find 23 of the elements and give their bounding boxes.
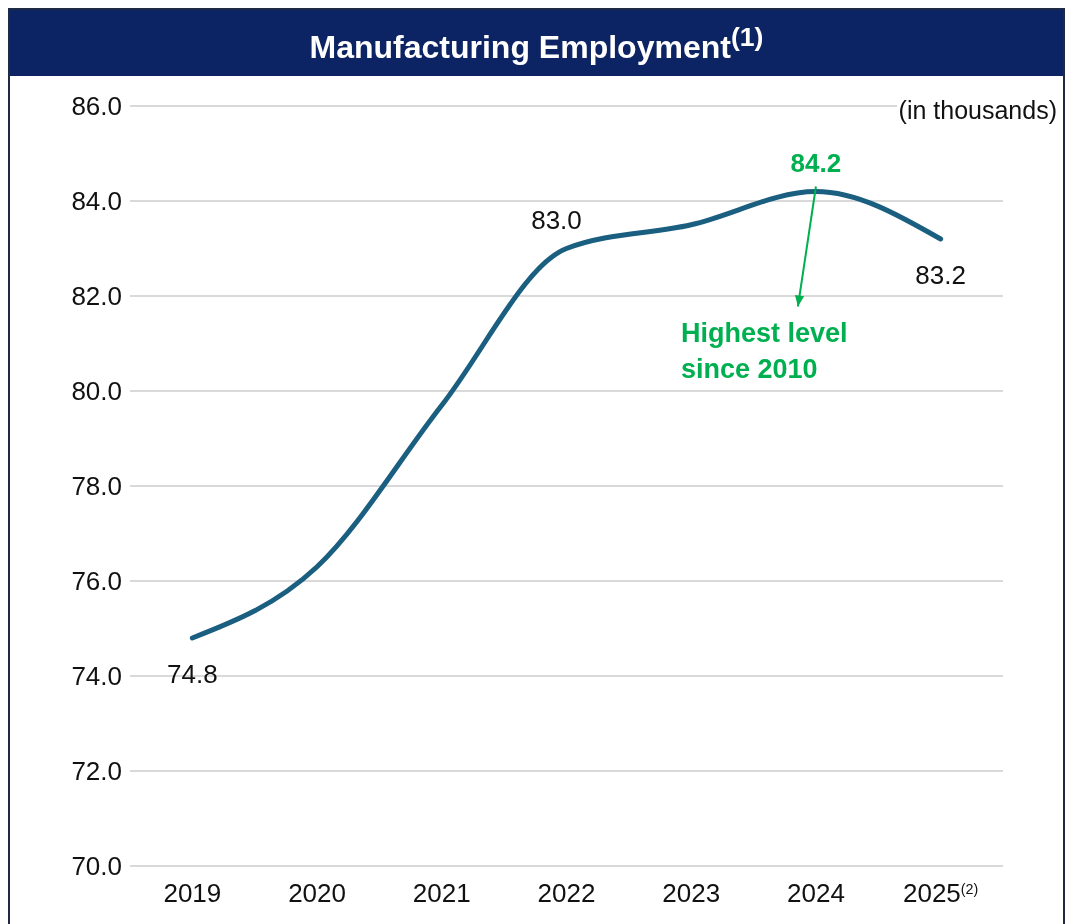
x-tick-label: 2025$^{(2)}$ [902,877,979,908]
y-tick-label: 84.0 [71,185,122,216]
y-tick-label: 80.0 [71,375,122,406]
x-tick-label: 2020 [288,877,346,908]
data-label: 83.0 [531,204,582,235]
y-tick-label: 76.0 [71,565,122,596]
x-tick-label: 2021 [412,877,471,908]
y-tick-label: 74.0 [71,660,122,691]
y-tick-label: 70.0 [71,850,122,881]
y-tick-label: 78.0 [71,470,122,501]
data-label: 83.2 [915,259,966,290]
x-tick-label: 2022 [537,877,596,908]
y-tick-label: 82.0 [71,280,122,311]
annotation: (in thousands) [896,96,1059,125]
y-tick-label: 86.0 [71,90,122,121]
x-tick-label: 2019 [163,877,222,908]
chart-title: Manufacturing Employment$^{(1)}$ [10,10,1063,76]
annotation: Highest level since 2010 [680,317,848,384]
data-label: 84.2 [790,147,842,178]
x-tick-label: 2023 [662,877,721,908]
x-tick-label: 2024 [787,877,845,908]
data-label: 74.8 [167,658,218,689]
y-tick-label: 72.0 [71,755,122,786]
